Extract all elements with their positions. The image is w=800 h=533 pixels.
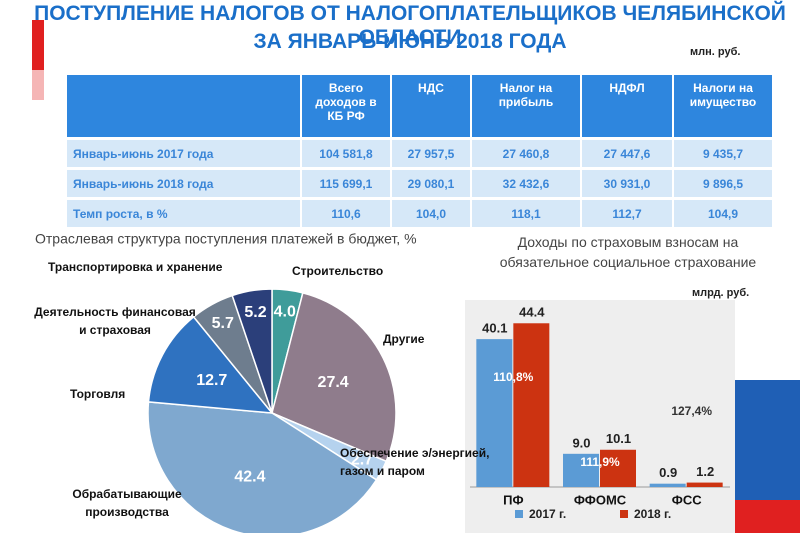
bar — [686, 482, 723, 487]
table-cell: 115 699,1 — [302, 170, 390, 197]
table-row: Темп роста, в % 110,6 104,0 118,1 112,7 104,9 — [67, 200, 772, 227]
title: ПОСТУПЛЕНИЕ НАЛОГОВ ОТ НАЛОГОПЛАТЕЛЬЩИКО… — [34, 2, 786, 49]
decor — [32, 20, 44, 70]
bar — [513, 323, 550, 487]
bar — [649, 483, 686, 487]
decor — [32, 70, 44, 100]
pie-category-label: Торговля — [70, 387, 126, 401]
bar-value-label: 44.4 — [519, 305, 545, 320]
bar — [476, 339, 513, 487]
column-header: НДФЛ — [582, 75, 672, 137]
pie-category-label: Деятельность финансовая и страховая — [34, 305, 196, 337]
table-cell: 118,1 — [472, 200, 580, 227]
pie-value-label: 2.7 — [351, 452, 373, 469]
table-cell: 9 896,5 — [674, 170, 772, 197]
bar — [563, 453, 599, 487]
decor — [735, 500, 800, 533]
table-cell: 104,0 — [392, 200, 470, 227]
pie-value-label: 42.4 — [234, 469, 265, 486]
bar-value-label: 1.2 — [696, 464, 714, 479]
legend-label: 2018 г. — [634, 507, 671, 521]
pie-title: Отраслевая структура поступления платеже… — [35, 231, 417, 247]
table-cell: 27 460,8 — [472, 140, 580, 167]
row-label: Январь-июнь 2018 года — [67, 170, 300, 197]
title: ЗА ЯНВАРЬ-ИЮНЬ 2018 ГОДА — [253, 30, 567, 53]
pie-slice — [271, 291, 397, 463]
pie-category-label: Обрабатывающие производства — [72, 487, 182, 519]
pie-value-label: 27.4 — [318, 374, 349, 391]
column-header: Налоги на имущество — [674, 75, 772, 137]
bar-unit: млрд. руб. — [692, 287, 749, 299]
corner-cell — [67, 75, 300, 137]
bar-value-label: 9.0 — [572, 435, 590, 450]
unit: млн. руб. — [690, 46, 740, 58]
table-row: Январь-июнь 2018 года 115 699,1 29 080,1 32… — [67, 170, 772, 197]
table-cell: 110,6 — [302, 200, 390, 227]
x-tick-label: ПФ — [503, 492, 523, 507]
column-header: НДС — [392, 75, 470, 137]
bar — [600, 449, 636, 487]
table-cell: 29 080,1 — [392, 170, 470, 197]
pie-category-label: Транспортировка и хранение — [48, 260, 223, 274]
pie-value-label: 5.2 — [244, 304, 266, 321]
bar-title: Доходы по страховым взносам на обязатель… — [499, 234, 757, 270]
bar-value-label: 10.1 — [606, 431, 631, 446]
table-cell: 104,9 — [674, 200, 772, 227]
pie-value-label: 12.7 — [196, 372, 227, 389]
pie-slice — [147, 401, 378, 533]
header-row: Всего доходов в КБ РФ НДС Налог на прибыль… — [67, 75, 772, 137]
decor — [735, 380, 800, 500]
pie-value-label: 5.7 — [212, 315, 234, 332]
table-cell: 27 447,6 — [582, 140, 672, 167]
column-header: Налог на прибыль — [472, 75, 580, 137]
growth-annotation: 127,4% — [671, 404, 712, 418]
pie-category-label: Обеспечение э/энергией, газом и паром — [340, 446, 490, 478]
pie-category-label: Другие — [383, 332, 425, 346]
pie-slice — [147, 315, 274, 414]
legend-swatch — [515, 510, 523, 518]
x-tick-label: ФФОМС — [574, 492, 627, 507]
pie-slice — [231, 288, 273, 414]
table-cell: 32 432,6 — [472, 170, 580, 197]
growth-annotation: 111,9% — [580, 455, 620, 469]
pie-value-label: 4.0 — [274, 303, 296, 320]
table-cell: 30 931,0 — [582, 170, 672, 197]
row-label: Январь-июнь 2017 года — [67, 140, 300, 167]
growth-annotation: 110,8% — [493, 370, 533, 384]
column-header: Всего доходов в КБ РФ — [302, 75, 390, 137]
table-cell: 104 581,8 — [302, 140, 390, 167]
table-cell: 27 957,5 — [392, 140, 470, 167]
row-label: Темп роста, в % — [67, 200, 300, 227]
table-cell: 9 435,7 — [674, 140, 772, 167]
bar-value-label: 0.9 — [659, 465, 677, 480]
data-table: Всего доходов в КБ РФ НДС Налог на прибыль… — [65, 72, 774, 230]
table-cell: 112,7 — [582, 200, 672, 227]
pie-category-label: Строительство — [292, 264, 384, 278]
table-row: Январь-июнь 2017 года 104 581,8 27 957,5 27… — [67, 140, 772, 167]
legend-label: 2017 г. — [529, 507, 566, 521]
bar-value-label: 40.1 — [482, 321, 507, 336]
x-tick-label: ФСС — [672, 492, 702, 507]
legend-swatch — [620, 510, 628, 518]
